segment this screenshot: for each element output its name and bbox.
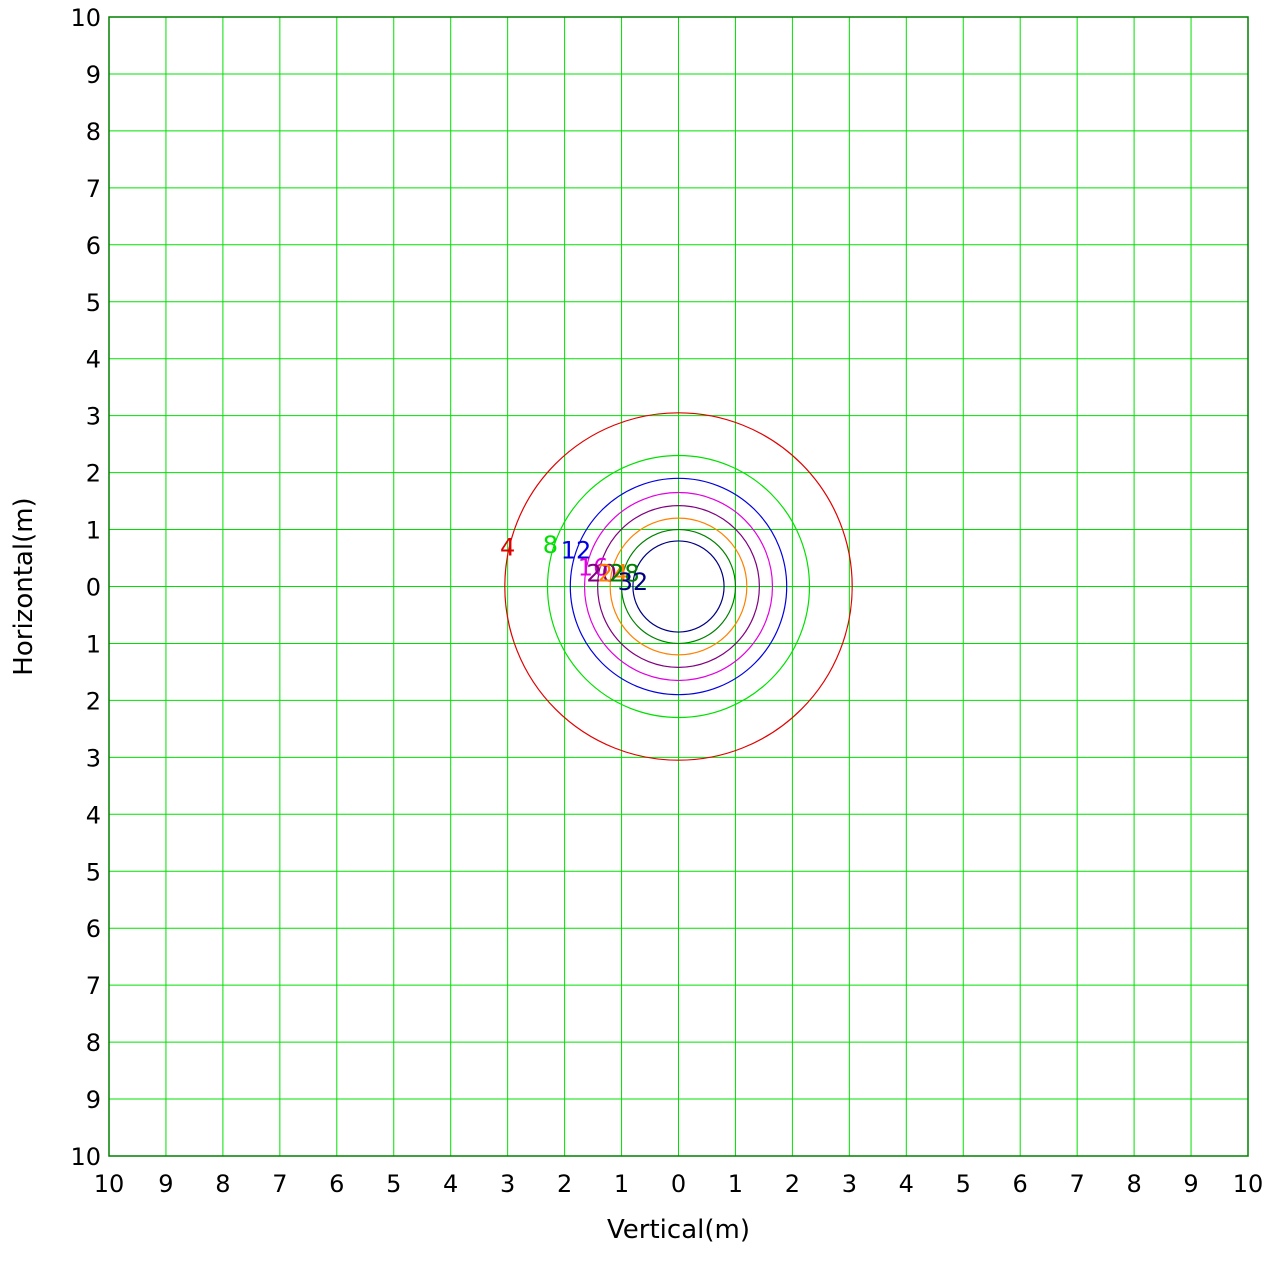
x-tick-label: 10	[1233, 1170, 1264, 1198]
contour-line-8	[546, 454, 811, 719]
y-tick-label: 2	[86, 460, 101, 488]
y-tick-label: 9	[86, 61, 101, 89]
y-tick-label: 8	[86, 1029, 101, 1057]
y-tick-label: 6	[86, 915, 101, 943]
x-tick-label: 5	[386, 1170, 401, 1198]
x-tick-label: 6	[329, 1170, 344, 1198]
y-tick-label: 3	[86, 403, 101, 431]
x-tick-label: 7	[1070, 1170, 1085, 1198]
contour-label-24: 24	[598, 559, 629, 587]
y-axis-title: Horizontal(m)	[9, 497, 39, 675]
contour-label-8: 8	[543, 531, 558, 559]
contour-line-20	[597, 505, 760, 668]
y-tick-label: 10	[70, 1143, 101, 1171]
contour-label-28: 28	[609, 559, 640, 587]
x-tick-label: 6	[1013, 1170, 1028, 1198]
y-tick-label: 9	[86, 1086, 101, 1114]
y-tick-label: 7	[86, 972, 101, 1000]
x-tick-label: 2	[785, 1170, 800, 1198]
contour-line-4	[504, 412, 853, 761]
x-tick-label: 9	[158, 1170, 173, 1198]
contour-label-32: 32	[618, 568, 649, 596]
x-tick-label: 5	[956, 1170, 971, 1198]
x-tick-label: 0	[671, 1170, 686, 1198]
y-tick-label: 5	[86, 289, 101, 317]
x-tick-label: 8	[215, 1170, 230, 1198]
x-tick-label: 4	[443, 1170, 458, 1198]
contour-line-24	[609, 517, 748, 656]
contour-line-32	[632, 540, 725, 633]
x-tick-label: 9	[1183, 1170, 1198, 1198]
x-tick-label: 2	[557, 1170, 572, 1198]
y-tick-label: 0	[86, 574, 101, 602]
x-tick-label: 4	[899, 1170, 914, 1198]
x-tick-label: 1	[728, 1170, 743, 1198]
y-tick-label: 7	[86, 175, 101, 203]
contour-label-4: 4	[500, 534, 515, 562]
y-tick-label: 1	[86, 517, 101, 545]
contour-line-12	[569, 477, 788, 696]
x-tick-labels: 10 9 8 7 6 5 4 3 2 1 0 1 2 3 4 5 6 7 8 9 10	[94, 1170, 1264, 1198]
y-tick-label: 3	[86, 744, 101, 772]
grid-lines	[108, 16, 1249, 1157]
y-tick-label: 1	[86, 630, 101, 658]
contour-line-28	[620, 528, 737, 645]
contour-label-12: 12	[561, 536, 592, 564]
x-tick-label: 7	[272, 1170, 287, 1198]
plot-frame	[108, 16, 1249, 1157]
x-tick-label: 8	[1126, 1170, 1141, 1198]
y-tick-label: 2	[86, 687, 101, 715]
y-tick-label: 4	[86, 346, 101, 374]
contour-label-20: 20	[586, 559, 617, 587]
y-tick-label: 6	[86, 232, 101, 260]
contour-line-16	[583, 491, 774, 682]
contour-lines	[504, 412, 853, 761]
x-tick-label: 3	[500, 1170, 515, 1198]
x-tick-label: 1	[614, 1170, 629, 1198]
x-axis-title: Vertical(m)	[607, 1215, 750, 1245]
y-tick-label: 4	[86, 801, 101, 829]
y-tick-label: 8	[86, 118, 101, 146]
x-tick-label: 3	[842, 1170, 857, 1198]
y-tick-label: 5	[86, 858, 101, 886]
y-tick-label: 10	[70, 4, 101, 32]
x-tick-label: 10	[94, 1170, 125, 1198]
contour-label-16: 16	[578, 554, 609, 582]
